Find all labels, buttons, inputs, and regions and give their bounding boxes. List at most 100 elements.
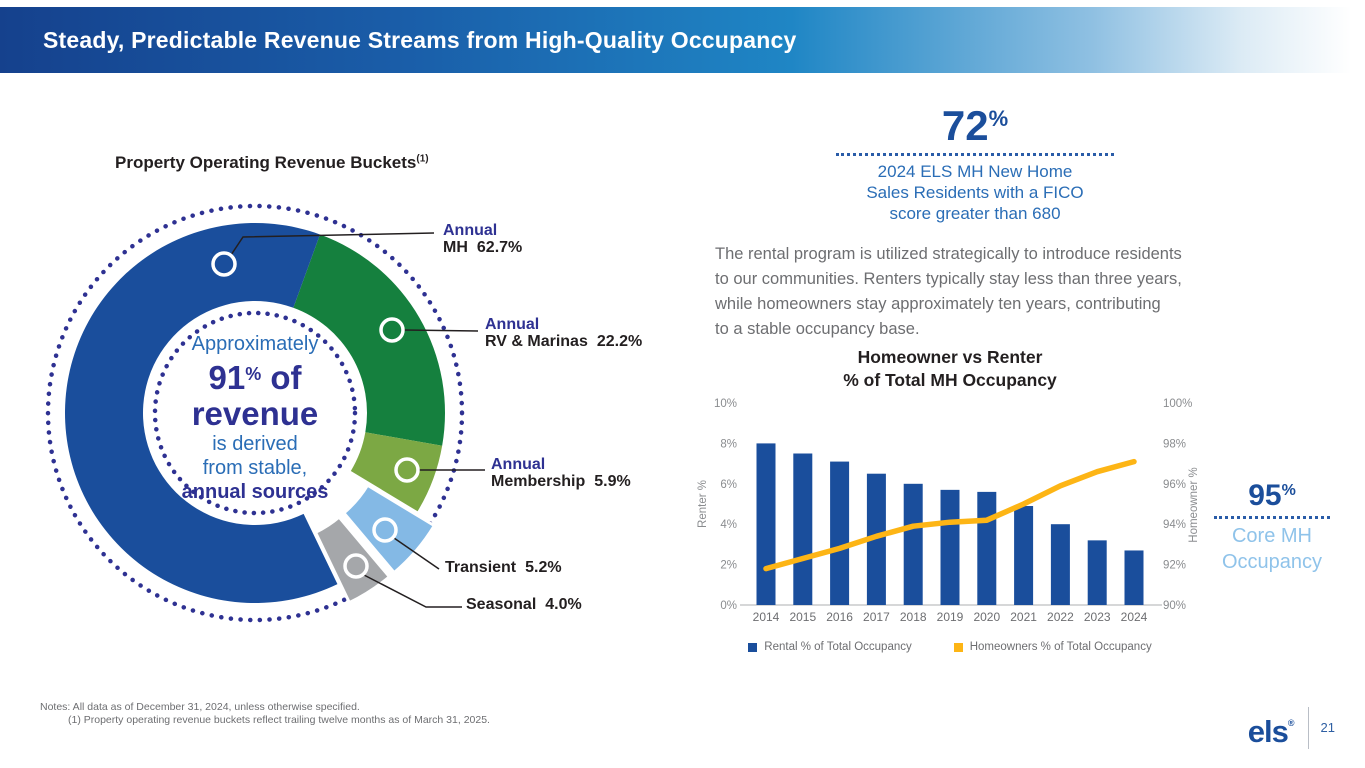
slide-title-bar: Steady, Predictable Revenue Streams from…: [0, 7, 1365, 73]
slice-value: 62.7%: [476, 239, 523, 256]
left-axis-label: Renter %: [697, 480, 709, 528]
leader-line: [363, 574, 462, 608]
donut-center-highlight: revenue: [191, 395, 319, 432]
left-axis-tick: 0%: [720, 600, 737, 612]
slice-name: Seasonal: [466, 596, 537, 613]
bar-2023: [1087, 540, 1107, 605]
dotted-divider: [1214, 516, 1330, 519]
donut-center-line: from stable,: [202, 457, 308, 479]
x-axis-tick: 2016: [826, 610, 853, 624]
left-axis-tick: 2%: [720, 560, 737, 572]
slice-name: MH: [443, 239, 468, 256]
right-axis-tick: 94%: [1163, 519, 1186, 531]
legend-label: Homeowners % of Total Occupancy: [969, 641, 1152, 653]
core-occupancy-stat: 95% Core MH Occupancy: [1212, 474, 1332, 575]
donut-center-line: annual sources: [181, 481, 329, 503]
fico-stat-value: 72%: [941, 102, 1009, 149]
leader-line: [230, 232, 435, 256]
slice-name: Transient: [445, 559, 517, 576]
fico-stat: 72% 2024 ELS MH New Home Sales Residents…: [830, 96, 1120, 224]
donut-center-highlight: 91% of: [208, 359, 302, 396]
dotted-divider: [836, 153, 1114, 156]
bar-2019: [940, 489, 960, 605]
x-axis-tick: 2018: [900, 610, 927, 624]
slice-name: Membership: [491, 473, 586, 490]
left-axis-tick: 4%: [720, 519, 737, 531]
legend-item: Rental % of Total Occupancy: [748, 641, 912, 653]
slice-category: Annual: [491, 456, 546, 473]
left-axis-tick: 10%: [714, 398, 737, 410]
x-axis-tick: 2022: [1047, 610, 1074, 624]
bar-2022: [1050, 524, 1070, 605]
chart-legend: Rental % of Total Occupancy Homeowners % …: [690, 641, 1210, 653]
page-number: 21: [1320, 720, 1335, 735]
donut-slice-mh: [65, 223, 338, 603]
core-occupancy-caption: Core MH Occupancy: [1221, 525, 1323, 573]
bar-2020: [977, 491, 997, 605]
bar-2017: [866, 473, 886, 605]
right-axis-label: Homeowner %: [1188, 467, 1200, 542]
x-axis-tick: 2024: [1121, 610, 1148, 624]
revenue-buckets-donut-chart: [45, 203, 485, 623]
legend-item: Homeowners % of Total Occupancy: [953, 641, 1152, 653]
x-axis-tick: 2015: [789, 610, 816, 624]
legend-swatch: [953, 642, 963, 652]
donut-center-text: Approximately 91% of revenue is derived …: [145, 332, 365, 504]
donut-slice-label: Transient 5.2%: [445, 559, 562, 576]
x-axis-tick: 2020: [973, 610, 1000, 624]
donut-center-line: is derived: [212, 433, 298, 455]
rental-program-paragraph: The rental program is utilized strategic…: [715, 245, 1182, 338]
slice-marker: [343, 553, 369, 579]
slice-category: Annual: [443, 222, 498, 239]
donut-slice-label: Annual RV & Marinas 22.2%: [485, 316, 642, 350]
bar-2014: [756, 443, 776, 605]
slice-name: RV & Marinas: [485, 333, 588, 350]
left-axis-tick: 8%: [720, 438, 737, 450]
leader-line: [393, 537, 440, 570]
donut-slice-seasonal: [313, 514, 392, 605]
slice-value: 5.2%: [525, 559, 562, 576]
slice-marker: [394, 457, 420, 483]
footnote-line: Notes: All data as of December 31, 2024,…: [40, 701, 360, 713]
x-axis-tick: 2023: [1084, 610, 1111, 624]
left-axis-tick: 6%: [720, 479, 737, 491]
footer-divider: [1307, 706, 1309, 749]
fico-stat-caption: 2024 ELS MH New Home Sales Residents wit…: [866, 162, 1084, 223]
right-axis-tick: 98%: [1163, 438, 1186, 450]
leader-line: [403, 329, 479, 332]
homeowner-line: [763, 458, 1137, 572]
bar-2018: [903, 483, 923, 605]
brand-footer: els® 21: [1248, 700, 1335, 755]
slice-marker: [372, 517, 398, 543]
slice-category: Annual: [485, 316, 540, 333]
els-logo: els®: [1247, 714, 1295, 749]
donut-outer-dotted-ring: [45, 203, 465, 623]
donut-slice-label: Annual Membership 5.9%: [491, 456, 631, 490]
homeowner-vs-renter-chart: 0% 2% 4% 6% 8% 10% 90% 92% 94% 96% 98% 100% Renter %…: [697, 398, 1200, 624]
footnote-line: (1) Property operating revenue buckets r…: [68, 714, 490, 726]
right-axis-tick: 100%: [1163, 398, 1192, 410]
right-axis-tick: 96%: [1163, 479, 1186, 491]
slide-title: Steady, Predictable Revenue Streams from…: [43, 26, 797, 53]
legend-label: Rental % of Total Occupancy: [764, 641, 912, 653]
footnotes: Notes: All data as of December 31, 2024,…: [40, 701, 490, 727]
legend-swatch: [748, 642, 758, 652]
donut-slice-rv-marinas: [293, 234, 445, 446]
x-axis-tick: 2019: [937, 610, 964, 624]
right-axis-tick: 90%: [1163, 600, 1186, 612]
bar-chart-title: Homeowner vs Renter % of Total MH Occupa…: [843, 347, 1057, 390]
donut-inner-dotted-ring: [152, 310, 358, 516]
slice-value: 5.9%: [594, 473, 631, 490]
bar-2015: [793, 453, 813, 605]
footnote-marker: (1): [416, 153, 429, 165]
donut-slice-label: Annual MH 62.7%: [443, 222, 522, 256]
bar-2016: [830, 461, 850, 605]
donut-chart-title: Property Operating Revenue Buckets(1): [115, 153, 429, 172]
x-axis-tick: 2014: [753, 610, 780, 624]
slice-value: 4.0%: [545, 596, 582, 613]
core-occupancy-value: 95%: [1248, 479, 1296, 512]
donut-slice-label: Seasonal 4.0%: [466, 596, 582, 613]
slice-marker: [211, 251, 237, 277]
bar-2021: [1014, 506, 1034, 605]
